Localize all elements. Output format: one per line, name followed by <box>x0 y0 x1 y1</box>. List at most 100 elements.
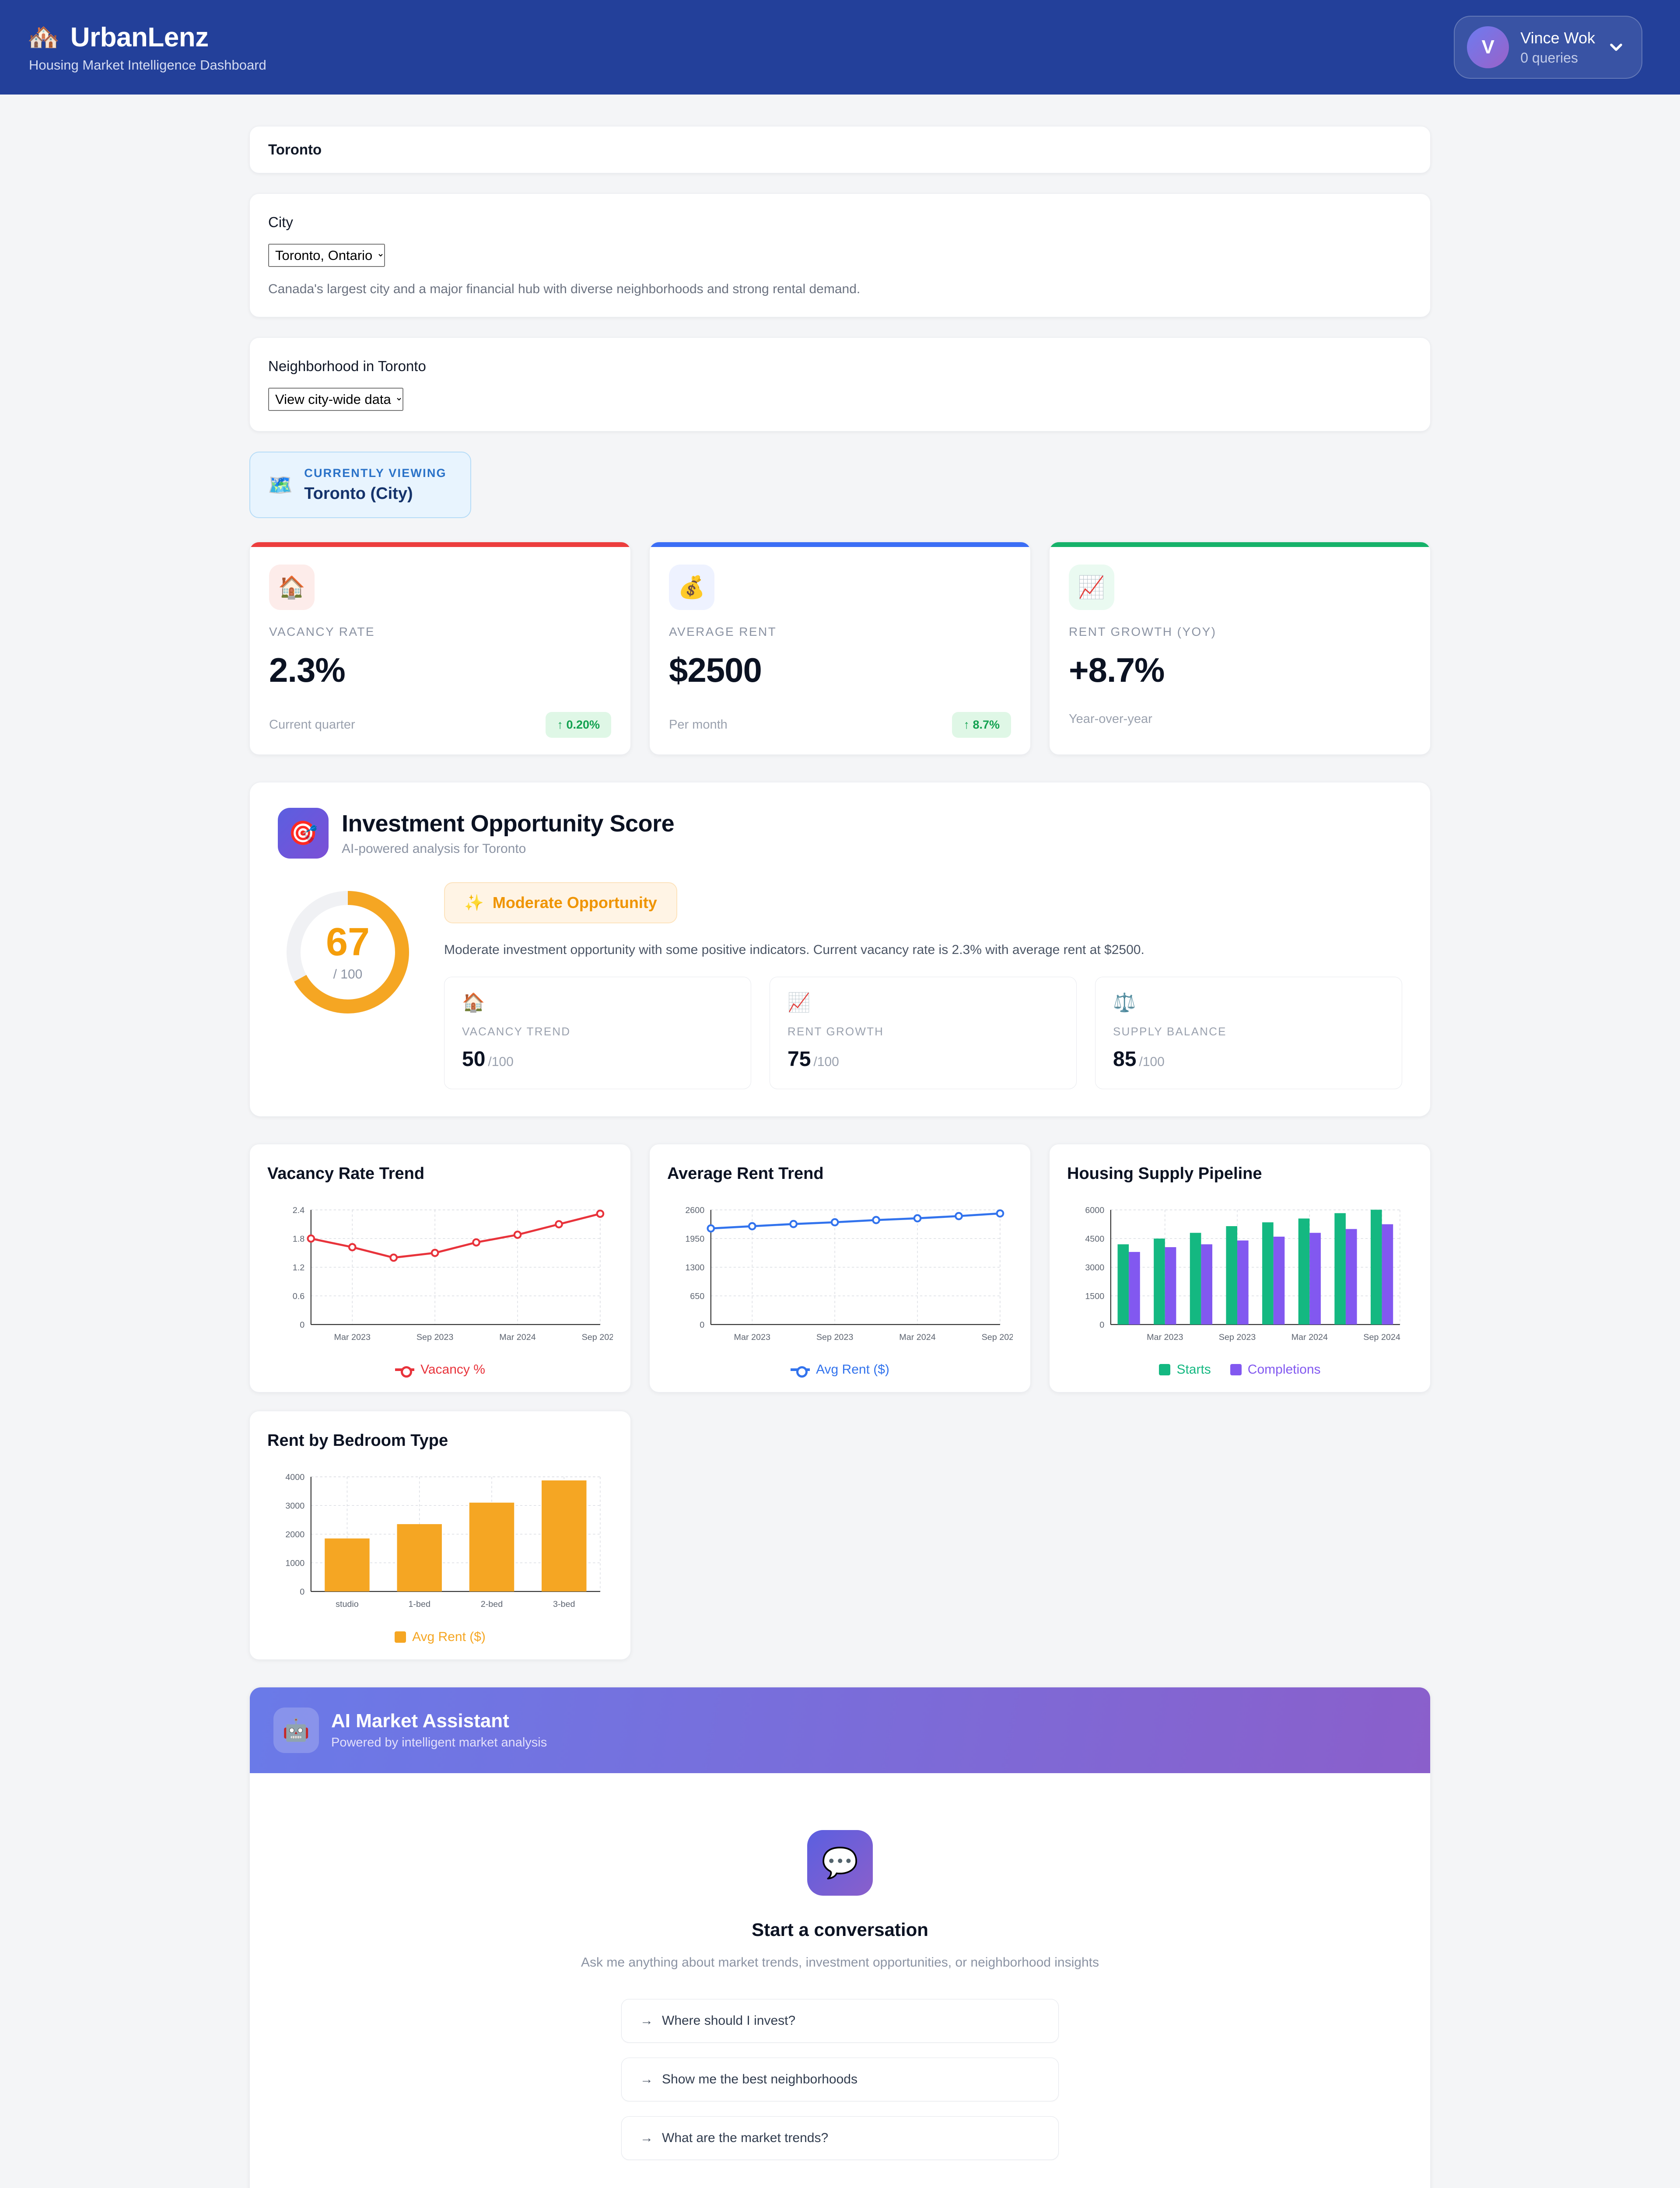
svg-text:Sep 2024: Sep 2024 <box>582 1332 613 1342</box>
chart-svg: 0 650 1300 1950 2600 Mar 2023 Sep 2023 Mar 2024… <box>685 1206 1013 1342</box>
neighborhood-filter-label: Neighborhood in Toronto <box>268 358 426 374</box>
chat-suggestion-button[interactable]: → What are the market trends? <box>621 2116 1059 2160</box>
svg-text:2000: 2000 <box>285 1530 304 1540</box>
sub-metric-value: 50/100 <box>462 1048 514 1071</box>
ai-assistant-card: 🤖 AI Market Assistant Powered by intelli… <box>249 1687 1431 2188</box>
svg-text:6000: 6000 <box>1085 1206 1104 1215</box>
legend-item: Starts <box>1159 1362 1211 1377</box>
svg-text:3-bed: 3-bed <box>553 1600 575 1609</box>
kpi-trend-badge: ↑ 0.20% <box>546 712 611 738</box>
legend-marker <box>1230 1364 1242 1376</box>
svg-text:2600: 2600 <box>685 1206 704 1215</box>
chart-card: Housing Supply Pipeline 0 1500 3000 4500 6000… <box>1049 1144 1431 1393</box>
kpi-accent-bar <box>1050 542 1430 547</box>
svg-text:0: 0 <box>300 1587 304 1597</box>
legend-item: Completions <box>1230 1362 1321 1377</box>
kpi-body: 📈 RENT GROWTH (YOY) +8.7% Year-over-year <box>1050 547 1430 726</box>
kpi-value: 2.3% <box>269 651 346 689</box>
sub-metric-denominator: /100 <box>813 1055 839 1069</box>
city-filter-panel: City Toronto, Ontario Canada's largest c… <box>249 193 1431 317</box>
score-sub-metrics: 🏠 VACANCY TREND 50/100 📈 RENT GROWTH 75/100 ⚖️… <box>444 977 1402 1089</box>
chart-increasing-icon: 📈 <box>788 992 811 1013</box>
chat-empty-title: Start a conversation <box>752 1919 928 1940</box>
svg-text:Mar 2023: Mar 2023 <box>734 1332 770 1342</box>
svg-text:Mar 2023: Mar 2023 <box>1147 1332 1183 1342</box>
currently-viewing-badge: 🗺️ CURRENTLY VIEWING Toronto (City) <box>249 452 471 518</box>
legend-label: Avg Rent ($) <box>412 1629 486 1644</box>
neighborhood-select[interactable]: View city-wide data <box>268 388 403 411</box>
chart-title: Rent by Bedroom Type <box>267 1431 448 1450</box>
gauge-score: 67 <box>326 920 370 964</box>
app-header: 🏘️ UrbanLenz Housing Market Intelligence… <box>0 0 1680 95</box>
currently-viewing-value: Toronto (City) <box>304 484 413 503</box>
legend-item: Avg Rent ($) <box>791 1362 889 1378</box>
opportunity-badge: ✨ Moderate Opportunity <box>444 882 677 923</box>
chart-svg: 0 1000 2000 3000 4000 studio 1-bed 2-bed 3-bed <box>285 1473 601 1609</box>
kpi-card: 🏠 VACANCY RATE 2.3% Current quarter ↑ 0.20% <box>249 542 631 755</box>
app-tagline: Housing Market Intelligence Dashboard <box>29 57 266 73</box>
svg-text:2-bed: 2-bed <box>481 1600 503 1609</box>
svg-text:3000: 3000 <box>1085 1263 1104 1273</box>
legend-item: Avg Rent ($) <box>395 1630 486 1645</box>
chart-row-top: Vacancy Rate Trend 0 0.6 1.2 1.8 2.4 Mar 2023 S… <box>249 1144 1431 1393</box>
score-body: 67 / 100 ✨ Moderate Opportunity Moderate… <box>278 882 1402 1089</box>
arrow-right-icon: → <box>640 2072 653 2086</box>
score-title: Investment Opportunity Score <box>342 810 675 837</box>
kpi-title: VACANCY RATE <box>269 625 375 638</box>
kpi-value: $2500 <box>669 651 762 689</box>
kpi-footer: Year-over-year <box>1069 712 1411 726</box>
chevron-down-icon <box>1606 38 1626 57</box>
chat-suggestions: → Where should I invest? → Show me the best… <box>621 1999 1059 2160</box>
sub-metric-value: 85/100 <box>1113 1048 1165 1071</box>
kpi-footer: Current quarter ↑ 0.20% <box>269 712 611 738</box>
kpi-title: RENT GROWTH (YOY) <box>1069 625 1217 638</box>
kpi-row: 🏠 VACANCY RATE 2.3% Current quarter ↑ 0.20% 💰… <box>249 542 1431 755</box>
opportunity-badge-label: Moderate Opportunity <box>492 894 657 912</box>
chart-legend: Avg Rent ($) <box>667 1362 1013 1378</box>
investment-score-panel: 🎯 Investment Opportunity Score AI-powere… <box>249 782 1431 1117</box>
user-menu-button[interactable]: V Vince Wok 0 queries <box>1454 16 1642 79</box>
chat-empty-state: 💬 Start a conversation Ask me anything a… <box>250 1773 1430 2188</box>
legend-item: Vacancy % <box>395 1362 485 1378</box>
search-input[interactable]: Toronto <box>268 141 322 158</box>
chart-row-bottom: Rent by Bedroom Type 0 1000 2000 3000 4000 stu… <box>249 1411 1431 1660</box>
chart-title: Vacancy Rate Trend <box>267 1164 425 1183</box>
chat-suggestion-button[interactable]: → Where should I invest? <box>621 1999 1059 2043</box>
score-subtitle: AI-powered analysis for Toronto <box>342 842 526 856</box>
money-bag-icon: 💰 <box>669 565 714 610</box>
svg-text:1.8: 1.8 <box>293 1234 304 1244</box>
chart-svg: 0 1500 3000 4500 6000 Mar 2023 Sep 2023 Mar 202… <box>1085 1206 1400 1342</box>
chart-card: Rent by Bedroom Type 0 1000 2000 3000 4000 stu… <box>249 1411 631 1660</box>
kpi-trend-badge: ↑ 8.7% <box>952 712 1011 738</box>
city-select[interactable]: Toronto, Ontario <box>268 244 385 267</box>
score-sub-metric-card: 📈 RENT GROWTH 75/100 <box>770 977 1077 1089</box>
score-sub-metric-card: 🏠 VACANCY TREND 50/100 <box>444 977 751 1089</box>
svg-text:1500: 1500 <box>1085 1292 1104 1301</box>
page-content: Toronto City Toronto, Ontario Canada's l… <box>249 95 1431 2188</box>
chat-suggestion-button[interactable]: → Show me the best neighborhoods <box>621 2057 1059 2101</box>
app-title: UrbanLenz <box>70 22 209 53</box>
svg-text:studio: studio <box>336 1600 359 1609</box>
legend-label: Completions <box>1247 1362 1321 1377</box>
user-name: Vince Wok <box>1520 28 1595 47</box>
chat-suggestion-label: What are the market trends? <box>662 2130 829 2145</box>
svg-text:Mar 2024: Mar 2024 <box>899 1332 935 1342</box>
avatar: V <box>1467 26 1509 68</box>
svg-text:0: 0 <box>300 1320 304 1330</box>
brand-block: 🏘️ UrbanLenz Housing Market Intelligence… <box>27 22 266 73</box>
score-gauge: 67 / 100 <box>282 887 413 1018</box>
ai-assistant-header: 🤖 AI Market Assistant Powered by intelli… <box>250 1687 1430 1773</box>
ai-assistant-title: AI Market Assistant <box>331 1710 509 1732</box>
house-icon: 🏠 <box>462 992 485 1013</box>
kpi-accent-bar <box>250 542 630 547</box>
legend-marker <box>395 1631 406 1643</box>
svg-text:1000: 1000 <box>285 1559 304 1568</box>
gauge-wrap: 67 / 100 <box>278 882 418 1018</box>
kpi-accent-bar <box>650 542 1030 547</box>
speech-bubble-icon: 💬 <box>807 1830 873 1896</box>
svg-text:Sep 2023: Sep 2023 <box>1219 1332 1256 1342</box>
city-description: Canada's largest city and a major financ… <box>268 282 861 296</box>
kpi-subtext: Current quarter <box>269 718 355 732</box>
kpi-subtext: Year-over-year <box>1069 712 1152 726</box>
arrow-right-icon: → <box>640 2013 653 2028</box>
